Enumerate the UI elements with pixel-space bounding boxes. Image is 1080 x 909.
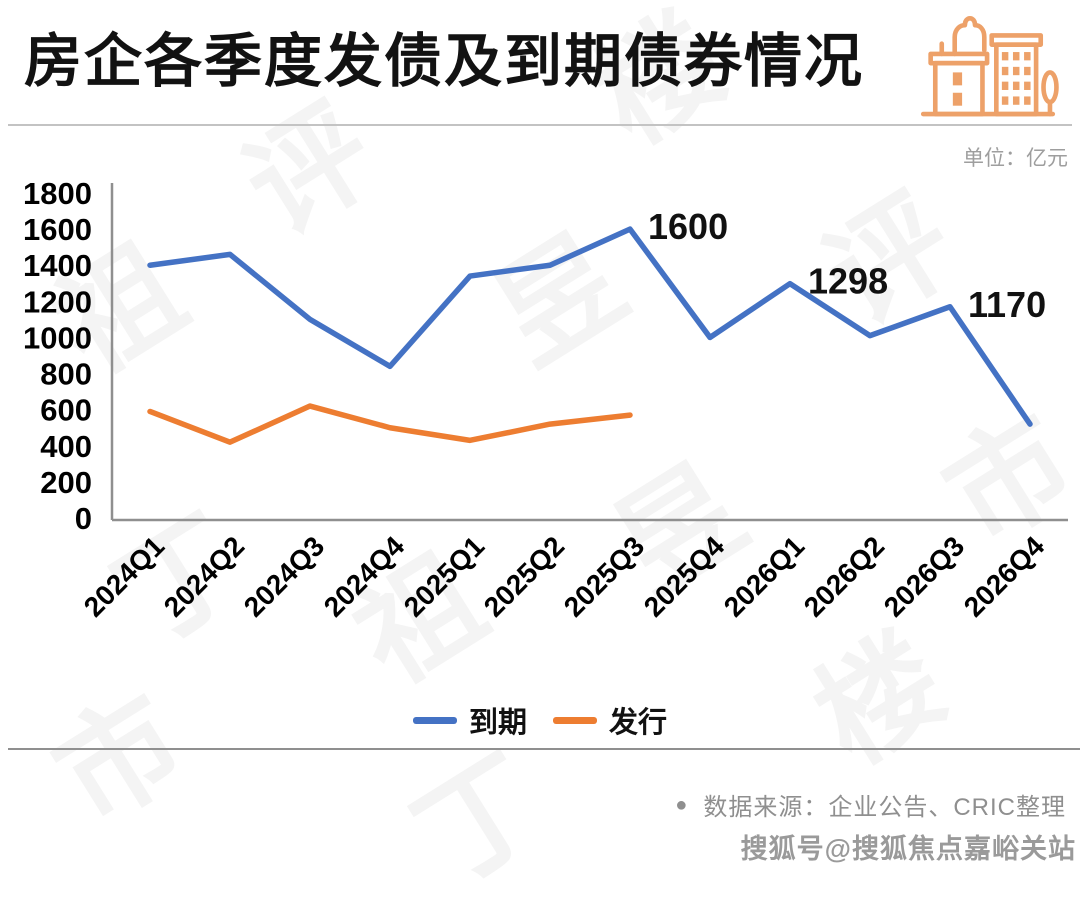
header-divider bbox=[8, 124, 1072, 126]
bullet-icon: ● bbox=[675, 793, 688, 816]
background-watermark: 市 bbox=[923, 391, 1080, 569]
background-watermark: 昱 bbox=[473, 211, 647, 389]
background-watermark: 昱 bbox=[593, 441, 767, 619]
background-watermark: 祖 bbox=[33, 221, 207, 399]
buildings-icon bbox=[920, 16, 1059, 117]
legend-label: 到期 bbox=[468, 707, 527, 739]
background-watermark: 评 bbox=[223, 81, 397, 259]
background-watermark: 丁 bbox=[93, 491, 267, 669]
chart-legend: 到期 发行 bbox=[0, 699, 1080, 741]
legend-item-maturity: 到期 bbox=[412, 699, 527, 741]
data-source-row: ● 数据来源：企业公告、CRIC整理 bbox=[675, 787, 1066, 822]
background-watermark: 祖 bbox=[333, 531, 507, 709]
legend-label: 发行 bbox=[609, 707, 668, 739]
sohu-account-watermark: 搜狐号@搜狐焦点嘉峪关站 bbox=[740, 834, 1076, 864]
maturity-line-swatch bbox=[412, 716, 457, 724]
data-source-text: 数据来源：企业公告、CRIC整理 bbox=[703, 794, 1066, 821]
background-watermark: 丁 bbox=[393, 731, 567, 909]
background-watermark: 评 bbox=[803, 171, 977, 349]
footer-divider bbox=[8, 748, 1080, 750]
legend-item-issuance: 发行 bbox=[553, 699, 667, 741]
unit-label: 单位：亿元 bbox=[963, 147, 1068, 170]
page-title: 房企各季度发债及到期债券情况 bbox=[24, 29, 865, 94]
issuance-line-swatch bbox=[553, 716, 597, 724]
